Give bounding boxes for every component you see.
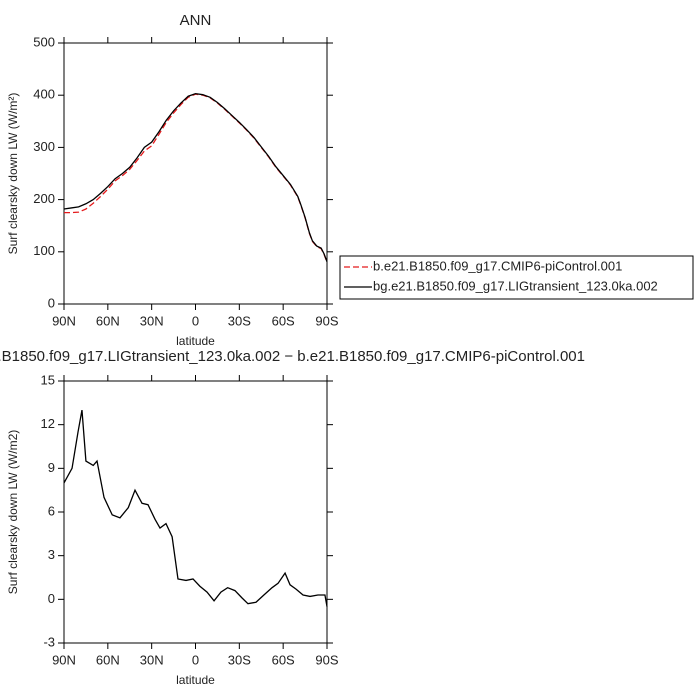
chart-title: ANN bbox=[180, 12, 212, 29]
x-tick-label: 30S bbox=[228, 652, 251, 667]
x-tick-label: 60S bbox=[272, 652, 295, 667]
x-axis-label: latitude bbox=[176, 673, 215, 687]
plot-frame bbox=[63, 380, 328, 644]
series-line bbox=[63, 409, 328, 607]
y-tick-label: 6 bbox=[48, 503, 55, 518]
y-tick-label: 400 bbox=[33, 87, 55, 102]
x-tick-label: 90S bbox=[315, 313, 338, 328]
x-tick-label: 30N bbox=[140, 313, 164, 328]
chart-title: bg.e21.B1850.f09_g17.LIGtransient_123.0k… bbox=[0, 348, 585, 365]
y-tick-label: 300 bbox=[33, 139, 55, 154]
y-axis-label: Surf clearsky down LW (W/m2) bbox=[6, 430, 20, 594]
y-tick-label: 0 bbox=[48, 295, 55, 310]
series-line bbox=[64, 93, 328, 263]
x-tick-label: 90S bbox=[315, 652, 338, 667]
y-tick-label: 100 bbox=[33, 243, 55, 258]
x-tick-label: 0 bbox=[192, 652, 199, 667]
legend-label: b.e21.B1850.f09_g17.CMIP6-piControl.001 bbox=[373, 258, 622, 273]
legend-label: bg.e21.B1850.f09_g17.LIGtransient_123.0k… bbox=[373, 278, 658, 293]
x-tick-label: 60N bbox=[96, 313, 120, 328]
y-axis-label: Surf clearsky down LW (W/m²) bbox=[6, 93, 20, 255]
x-axis-label: latitude bbox=[176, 334, 215, 348]
x-tick-label: 90N bbox=[52, 652, 76, 667]
series-line bbox=[63, 92, 328, 262]
y-tick-label: 0 bbox=[48, 591, 55, 606]
x-tick-label: 30S bbox=[228, 313, 251, 328]
legend-box bbox=[339, 255, 694, 300]
y-tick-label: 15 bbox=[41, 372, 55, 387]
y-tick-label: -3 bbox=[43, 634, 55, 649]
y-tick-label: 9 bbox=[48, 460, 55, 475]
y-tick-label: 12 bbox=[41, 416, 55, 431]
x-tick-label: 30N bbox=[140, 652, 164, 667]
y-tick-label: 500 bbox=[33, 34, 55, 49]
y-tick-label: 3 bbox=[48, 547, 55, 562]
x-tick-label: 60N bbox=[96, 652, 120, 667]
plot-frame bbox=[63, 42, 328, 305]
y-tick-label: 200 bbox=[33, 191, 55, 206]
x-tick-label: 90N bbox=[52, 313, 76, 328]
x-tick-label: 60S bbox=[272, 313, 295, 328]
x-tick-label: 0 bbox=[192, 313, 199, 328]
